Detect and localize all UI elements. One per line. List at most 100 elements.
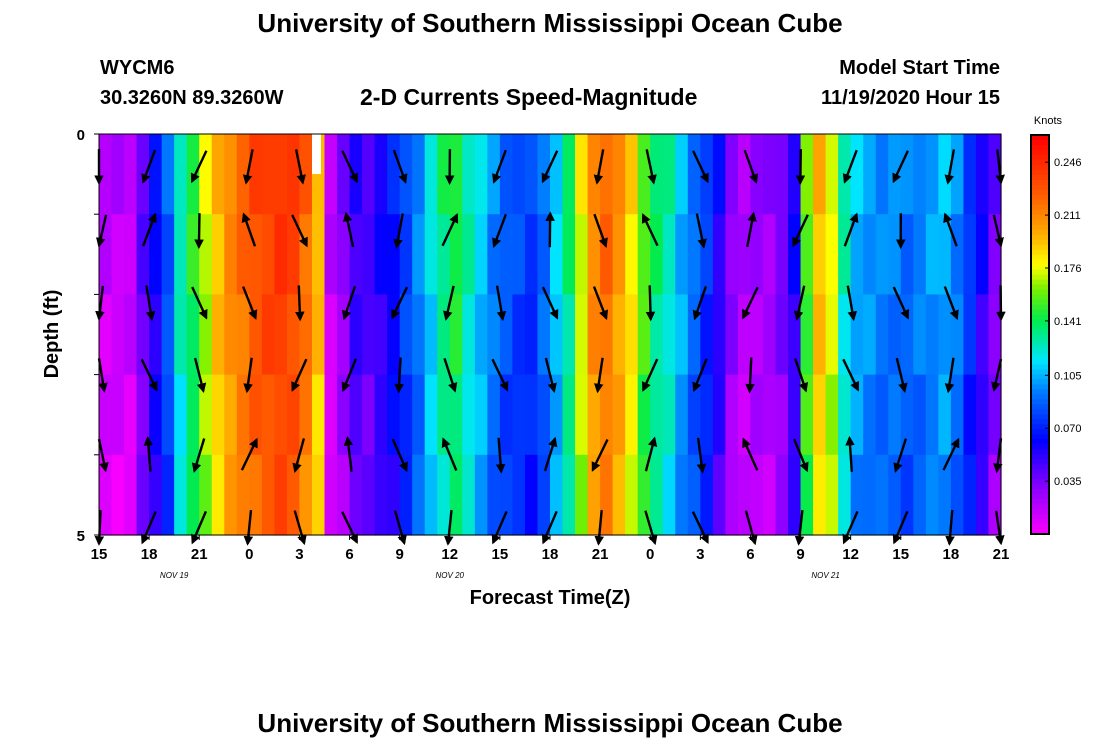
heatmap-cell xyxy=(474,374,488,456)
heatmap-cell xyxy=(888,374,902,456)
colorbar-segment xyxy=(1031,234,1049,241)
heatmap-cell xyxy=(136,134,150,215)
current-vector-arrow xyxy=(592,286,608,321)
heatmap-cell xyxy=(825,374,839,456)
heatmap-cell xyxy=(349,134,363,215)
heatmap-cell xyxy=(850,214,864,295)
heatmap-cell xyxy=(186,294,200,376)
heatmap-cell xyxy=(462,294,476,376)
heatmap-cells xyxy=(99,134,1002,536)
heatmap-cell xyxy=(524,374,539,456)
date-label: NOV 19 xyxy=(160,571,189,580)
heatmap-cell xyxy=(349,374,363,456)
heatmap-cell xyxy=(600,134,614,215)
current-vector-arrow xyxy=(342,285,357,321)
heatmap-cell xyxy=(762,134,777,215)
current-vector-arrow xyxy=(846,285,858,322)
heatmap-cell xyxy=(800,134,814,215)
current-vector-arrow xyxy=(391,438,408,473)
colorbar-segment xyxy=(1031,374,1049,380)
heatmap-cell xyxy=(950,454,965,536)
current-vector-arrow xyxy=(441,213,459,247)
heatmap-cell xyxy=(725,214,739,295)
heatmap-cell xyxy=(938,374,952,456)
heatmap-cell xyxy=(925,294,939,376)
model-start-label: Model Start Time xyxy=(839,57,1000,79)
current-vector-arrow xyxy=(295,285,305,322)
current-vector-arrow xyxy=(992,214,1004,248)
heatmap-cell xyxy=(925,454,939,536)
current-vector-arrow xyxy=(97,438,109,473)
heatmap-cell xyxy=(575,134,589,215)
current-vector-arrow xyxy=(792,214,809,248)
heatmap-cell xyxy=(900,454,914,536)
current-vector-arrow xyxy=(341,358,358,393)
heatmap-cell xyxy=(324,374,338,456)
heatmap-cell xyxy=(900,214,914,295)
colorbar-segment xyxy=(1031,344,1049,351)
heatmap-cell xyxy=(149,454,163,536)
heatmap-cell xyxy=(537,294,551,376)
current-vectors xyxy=(94,149,1006,546)
heatmap-cell xyxy=(562,294,576,376)
current-vector-arrow xyxy=(593,357,604,394)
heatmap-cell xyxy=(261,454,275,536)
heatmap-cell xyxy=(838,214,852,295)
colorbar-segment xyxy=(1031,349,1049,356)
heatmap-cell xyxy=(512,454,526,536)
heatmap-cell xyxy=(625,214,639,295)
heatmap-cell xyxy=(737,134,752,215)
heatmap-cell xyxy=(712,454,726,536)
x-tick-label: 9 xyxy=(796,546,804,563)
current-vector-arrow xyxy=(443,358,458,393)
colorbar-segment xyxy=(1031,414,1049,420)
heatmap-cell xyxy=(712,294,726,376)
heatmap-cell xyxy=(788,454,802,536)
heatmap-cell xyxy=(261,374,275,456)
current-vector-arrow xyxy=(593,213,608,249)
heatmap-cell xyxy=(487,214,501,295)
heatmap-cell xyxy=(675,134,689,215)
heatmap-cell xyxy=(712,134,726,215)
current-vector-arrow xyxy=(495,285,507,322)
heatmap-cell xyxy=(788,214,802,295)
heatmap-cell xyxy=(562,374,576,456)
station-coords: 30.3260N 89.3260W xyxy=(100,87,284,109)
heatmap-cell xyxy=(550,374,564,456)
current-vector-arrow xyxy=(243,509,254,546)
colorbar-segment xyxy=(1031,379,1049,385)
heatmap-cell xyxy=(362,214,376,295)
heatmap-cell xyxy=(362,294,376,376)
heatmap-cell xyxy=(437,134,451,215)
colorbar-segment xyxy=(1031,444,1049,450)
heatmap-cell xyxy=(662,294,676,376)
heatmap-cell xyxy=(174,454,188,536)
heatmap-cell xyxy=(149,374,163,456)
x-tick-label: 6 xyxy=(345,546,353,563)
heatmap-cell xyxy=(224,214,238,295)
current-vector-arrow xyxy=(893,438,908,473)
current-vector-arrow xyxy=(641,358,659,392)
heatmap-cell xyxy=(136,374,150,456)
current-vector-arrow xyxy=(392,149,408,184)
colorbar-segment xyxy=(1031,179,1049,186)
colorbar-segment xyxy=(1031,399,1049,405)
current-vector-arrow xyxy=(342,211,355,248)
heatmap-cell xyxy=(324,294,338,376)
heatmap-cell xyxy=(788,134,802,215)
heatmap-cell xyxy=(199,374,213,456)
heatmap-cell xyxy=(625,294,639,376)
x-tick-label: 3 xyxy=(295,546,303,563)
current-vector-arrow xyxy=(294,149,306,185)
heatmap-cell xyxy=(800,214,814,295)
colorbar-segment xyxy=(1031,389,1049,395)
heatmap-cell xyxy=(111,134,125,215)
heatmap-cell xyxy=(249,214,263,295)
heatmap-cell xyxy=(875,134,889,215)
heatmap-cell xyxy=(462,374,476,456)
colorbar-segment xyxy=(1031,419,1049,425)
heatmap-cell xyxy=(124,214,138,295)
heatmap-cell xyxy=(863,454,877,536)
heatmap-cell xyxy=(700,294,714,376)
heatmap-cell xyxy=(625,374,639,456)
